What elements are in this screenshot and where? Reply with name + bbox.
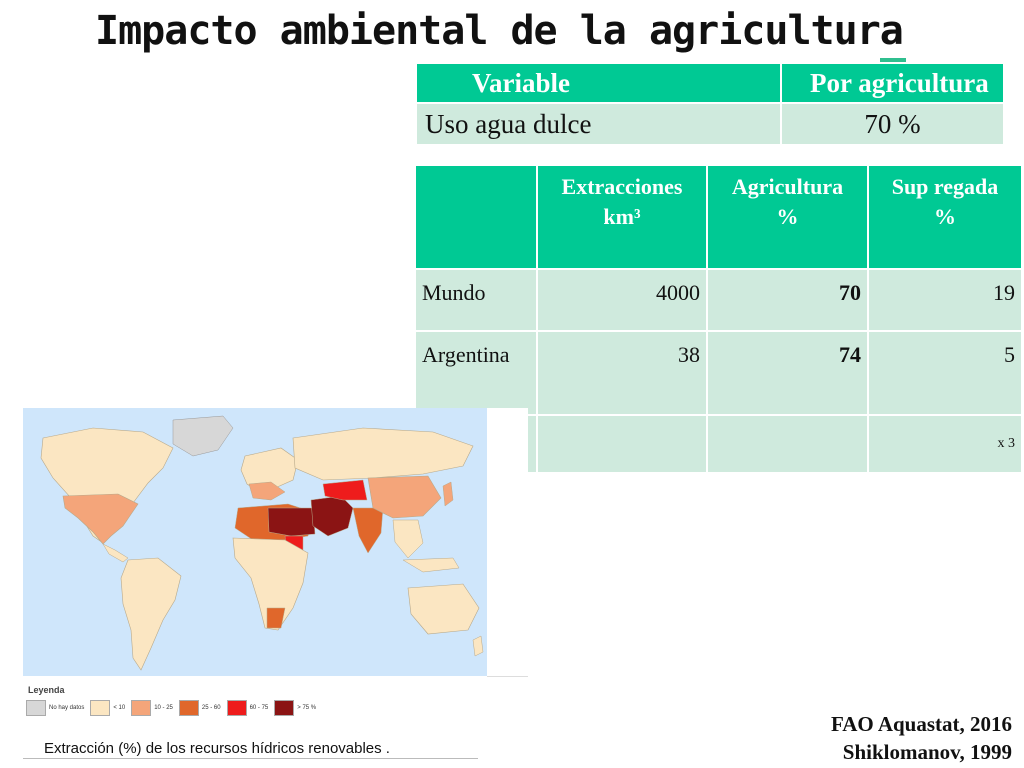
legend-item: 60 - 75 <box>226 700 269 716</box>
footer-note: x 3 <box>867 414 1023 474</box>
page-title: Impacto ambiental de la agricultura <box>95 8 904 54</box>
header-blank <box>414 164 538 270</box>
legend-swatch <box>274 700 295 716</box>
central-america-region <box>102 543 129 563</box>
header-sup-regada-line1: Sup regada <box>891 174 999 199</box>
legend-label: 10 - 25 <box>154 705 173 711</box>
southeast-asia-region <box>392 519 424 559</box>
map-right-strip <box>487 408 528 677</box>
southern-europe-region <box>248 481 286 501</box>
legend-label: > 75 % <box>297 705 317 711</box>
legend-swatch <box>226 700 247 716</box>
cell-agricultura-mundo: 70 <box>706 268 869 332</box>
cell-extracciones-mundo: 4000 <box>536 268 708 332</box>
new-zealand-region <box>472 635 484 657</box>
legend-swatch <box>90 700 111 716</box>
cell-sup-regada-argentina: 5 <box>867 330 1023 416</box>
world-water-withdrawal-map <box>23 408 487 676</box>
map-legend: No hay datos < 10 10 - 25 25 - 60 60 - 75 > 7… <box>26 700 316 716</box>
header-variable: Variable <box>415 62 782 104</box>
table-row: Mundo 4000 70 19 <box>414 268 1023 332</box>
map-caption: Extracción (%) de los recursos hídricos … <box>44 740 390 757</box>
variable-table: Variable Por agricultura Uso agua dulce … <box>415 62 1005 146</box>
header-sup-regada-line2: % <box>934 204 956 229</box>
japan-region <box>442 481 454 507</box>
table-row: Uso agua dulce 70 % <box>415 102 1005 146</box>
cell-value: 70 % <box>780 102 1005 146</box>
indonesia-region <box>402 557 460 573</box>
legend-item: 25 - 60 <box>178 700 221 716</box>
legend-item: < 10 <box>90 700 125 716</box>
variable-table-header: Variable Por agricultura <box>415 62 1005 104</box>
source-shiklomanov: Shiklomanov, 1999 <box>842 740 1012 764</box>
cell-extracciones-argentina: 38 <box>536 330 708 416</box>
header-extracciones-line2: km³ <box>603 204 641 229</box>
source-fao: FAO Aquastat, 2016 <box>830 712 1012 736</box>
china-region <box>367 475 442 519</box>
legend-swatch <box>131 700 152 716</box>
usa-mexico-region <box>62 493 139 545</box>
footer-cell <box>706 414 869 474</box>
header-sup-regada: Sup regada % <box>867 164 1023 270</box>
extracciones-table-header: Extracciones km³ Agricultura % Sup regad… <box>414 164 1023 270</box>
south-america-region <box>120 557 182 671</box>
legend-label: 25 - 60 <box>201 705 221 711</box>
legend-label: No hay datos <box>49 705 85 711</box>
header-agricultura-line1: Agricultura <box>731 174 844 199</box>
legend-label: < 10 <box>113 705 126 711</box>
header-agricultura-line2: % <box>776 204 799 229</box>
south-africa-region <box>266 607 286 629</box>
legend-swatch <box>178 700 199 716</box>
libya-egypt-region <box>267 507 316 537</box>
row-label-mundo: Mundo <box>414 268 538 332</box>
cell-variable: Uso agua dulce <box>415 102 782 146</box>
header-agricultura: Agricultura % <box>706 164 869 270</box>
header-extracciones-line1: Extracciones <box>561 174 683 199</box>
header-extracciones: Extracciones km³ <box>536 164 708 270</box>
australia-region <box>407 583 480 635</box>
footer-cell <box>536 414 708 474</box>
cell-agricultura-argentina: 74 <box>706 330 869 416</box>
sources: FAO Aquastat, 2016 Shiklomanov, 1999 <box>831 710 1012 766</box>
greenland-region <box>172 415 234 457</box>
row-label-argentina: Argentina <box>414 330 538 416</box>
russia-region <box>292 427 474 481</box>
legend-swatch <box>26 700 46 716</box>
caption-divider <box>23 758 478 759</box>
cell-sup-regada-mundo: 19 <box>867 268 1023 332</box>
legend-item: No hay datos <box>26 700 84 716</box>
table-row: Argentina 38 74 5 <box>414 330 1023 416</box>
africa-south-region <box>232 537 309 631</box>
legend-label: 60 - 75 <box>249 705 269 711</box>
central-asia-region <box>322 479 368 501</box>
legend-item: > 75 % <box>274 700 316 716</box>
legend-title: Leyenda <box>28 685 65 695</box>
header-por-agricultura: Por agricultura <box>780 62 1005 104</box>
legend-item: 10 - 25 <box>131 700 173 716</box>
